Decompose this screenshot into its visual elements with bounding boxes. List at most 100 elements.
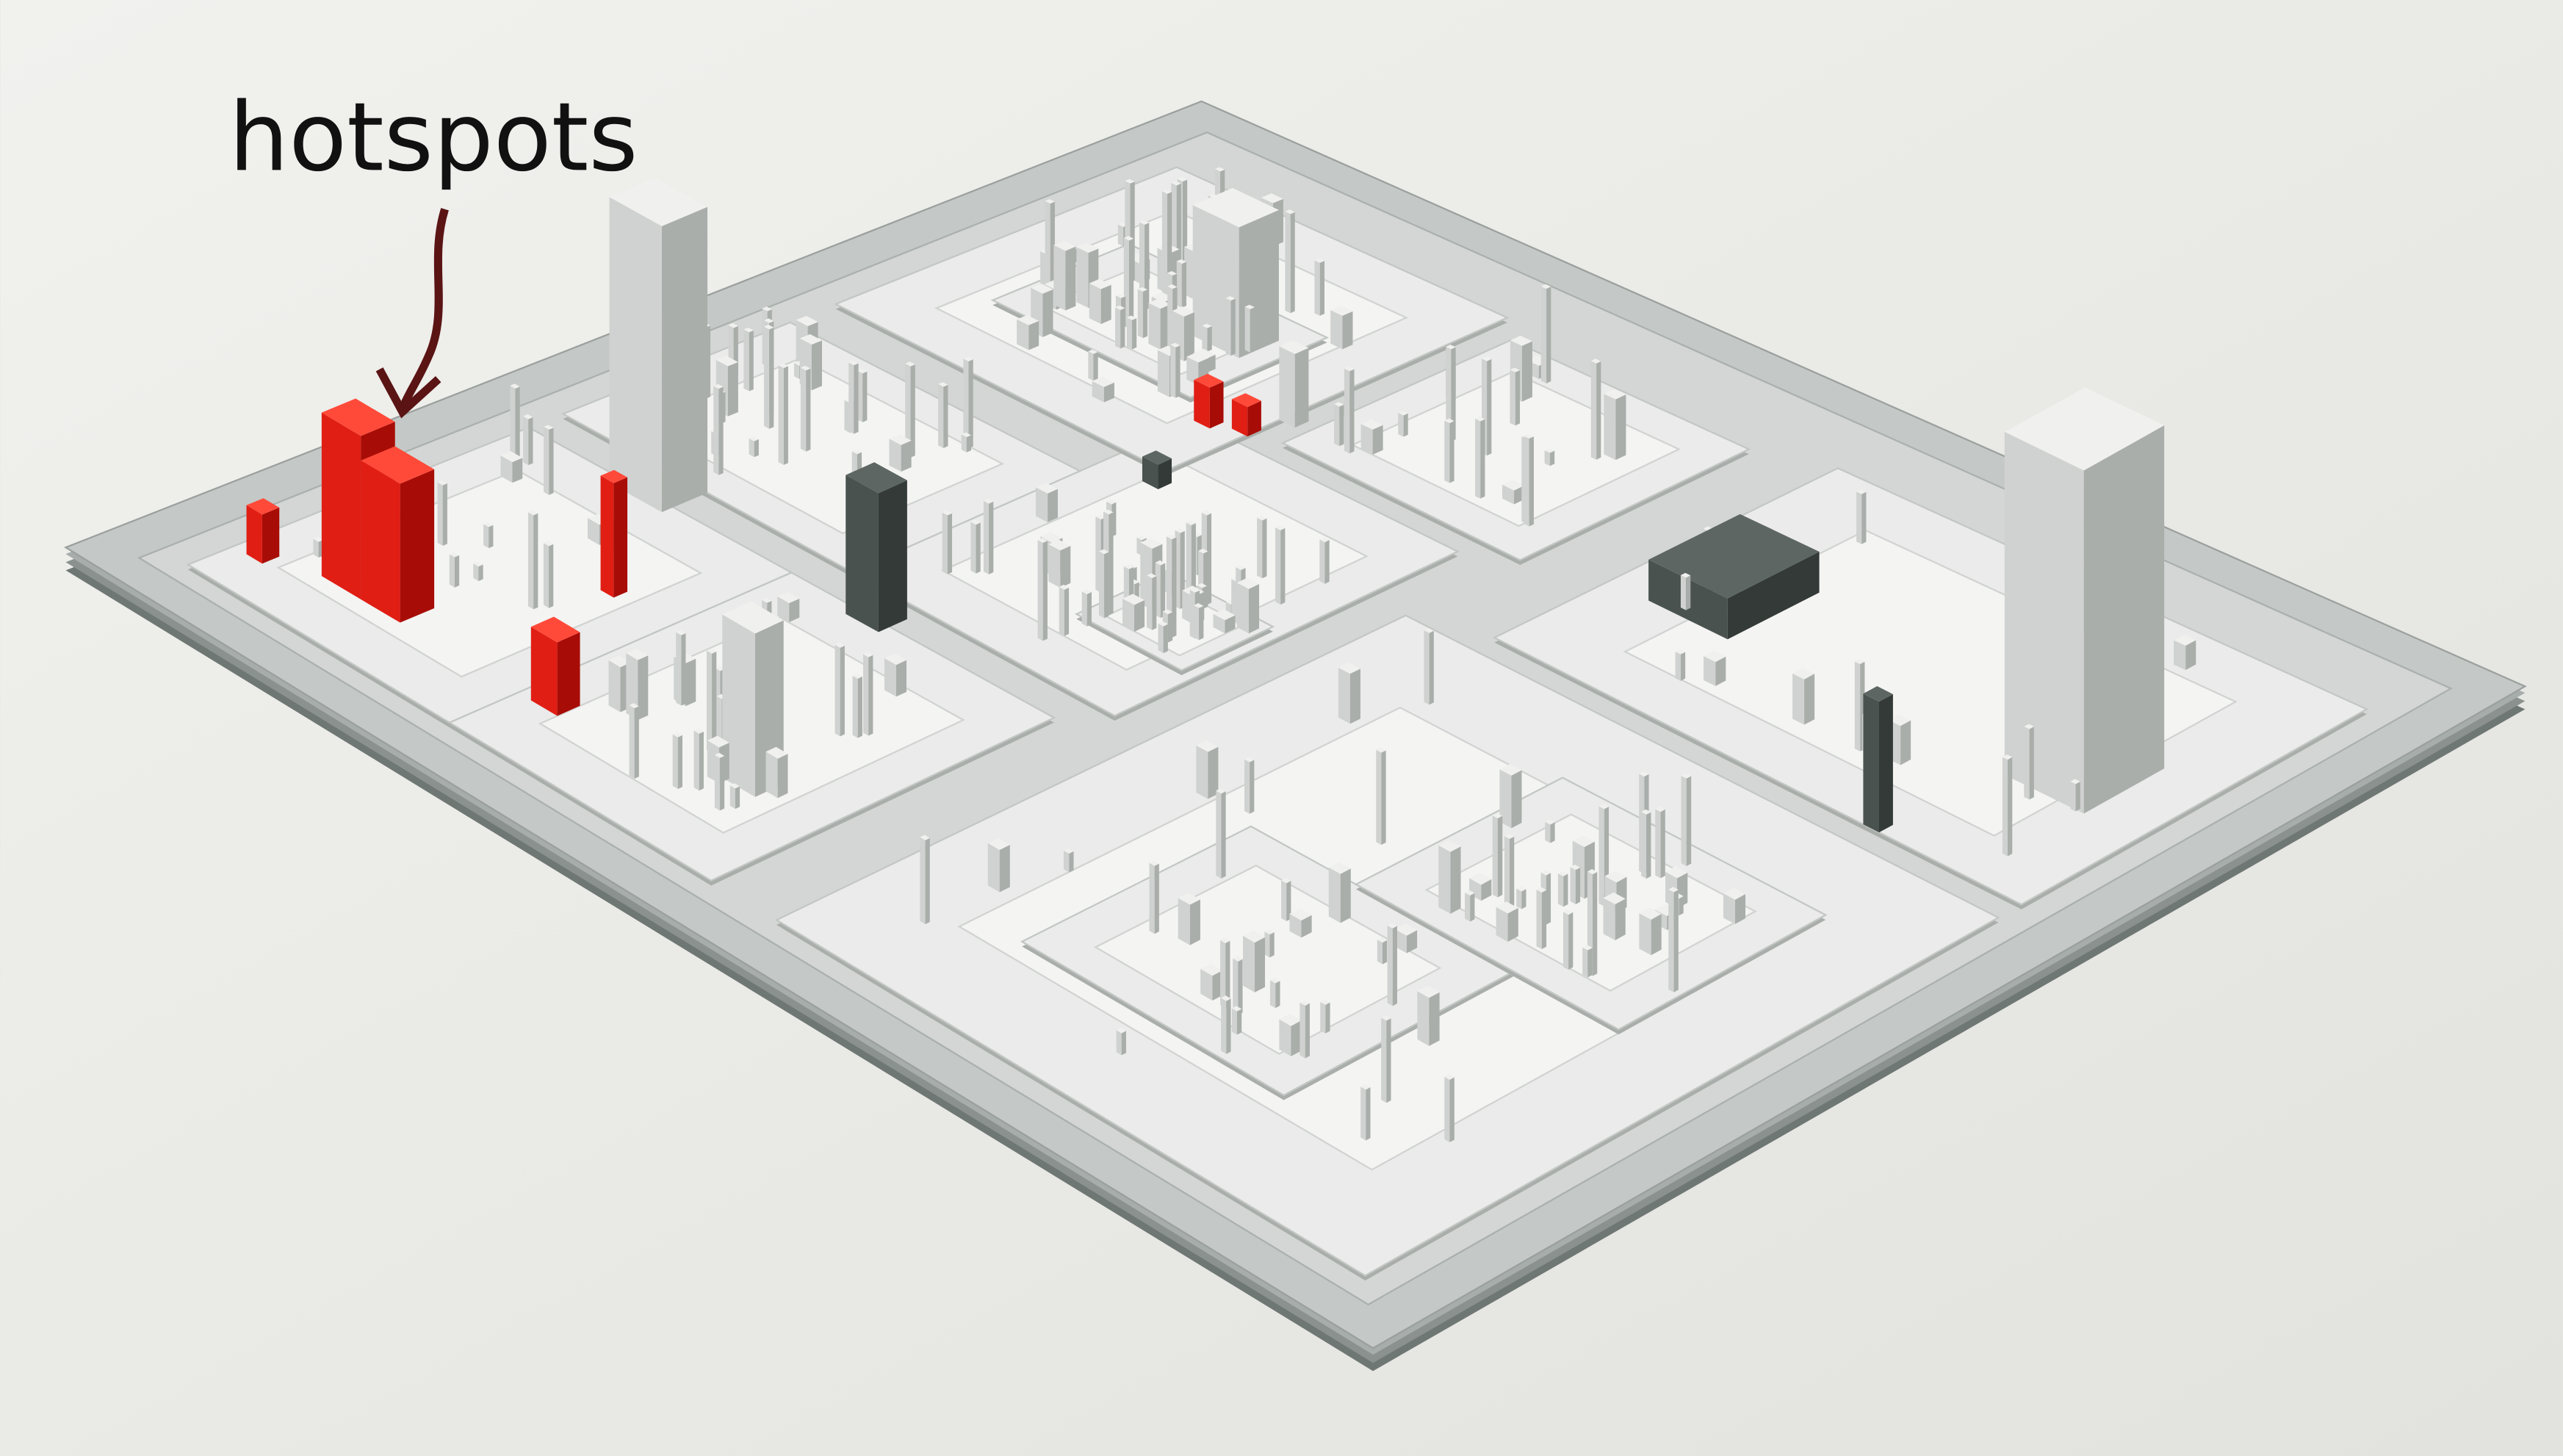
building-roof: [889, 434, 912, 445]
building-side: [1035, 487, 1048, 522]
building-side: [862, 371, 868, 422]
building-side: [727, 361, 738, 417]
building-side: [1249, 584, 1260, 634]
building-side: [764, 326, 770, 429]
building-roof: [983, 498, 994, 504]
building-side: [608, 660, 621, 713]
building-side: [1570, 867, 1576, 905]
building-roof: [1516, 886, 1526, 892]
building-side: [677, 735, 683, 789]
building-roof: [1059, 584, 1070, 590]
building-roof: [1603, 892, 1626, 905]
building-roof: [1381, 1014, 1391, 1021]
building-roof: [313, 536, 323, 542]
building-roof: [1146, 573, 1157, 579]
building-roof: [1570, 864, 1581, 871]
building-side: [1042, 289, 1053, 337]
building-roof: [1723, 887, 1746, 900]
building-side: [1470, 893, 1475, 922]
building-side: [1028, 320, 1039, 350]
building-roof: [1261, 193, 1283, 203]
building-side: [1451, 347, 1456, 442]
building-side: [1200, 968, 1213, 1001]
building-side: [1536, 889, 1542, 949]
building-side: [1704, 656, 1716, 686]
building-roof: [1149, 860, 1159, 866]
building-side: [262, 507, 280, 564]
building-roof: [1045, 199, 1055, 204]
building-side: [2002, 757, 2008, 857]
building-side: [500, 455, 513, 483]
building-roof: [1037, 538, 1048, 543]
building-roof: [1172, 306, 1194, 317]
building-side: [1216, 790, 1222, 879]
building-roof: [1360, 419, 1383, 430]
building-roof: [778, 363, 788, 368]
building-side: [1398, 412, 1404, 437]
building-side: [1487, 358, 1492, 456]
building-side: [1144, 223, 1150, 311]
building-roof: [1257, 515, 1267, 521]
building-side: [1449, 421, 1454, 483]
building-side: [1675, 652, 1681, 681]
building-side: [321, 412, 361, 599]
building-side: [609, 197, 662, 513]
building-side: [754, 439, 759, 458]
building-side: [1438, 845, 1451, 914]
building-side: [1099, 551, 1105, 619]
building-side: [1319, 261, 1325, 316]
building-side: [1176, 261, 1182, 308]
building-roof: [857, 368, 868, 374]
building-side: [1017, 319, 1029, 350]
building-side: [1387, 925, 1393, 1006]
building-side: [1429, 992, 1440, 1046]
building-side: [2083, 425, 2165, 814]
building-side: [1727, 551, 1820, 640]
building-side: [1861, 491, 1867, 544]
building-roof: [437, 480, 447, 486]
building-side: [1338, 667, 1350, 724]
building-side: [1444, 1076, 1450, 1142]
building-side: [718, 386, 724, 475]
building-roof: [246, 498, 280, 515]
building-roof: [1197, 583, 1207, 588]
building-roof: [749, 436, 759, 442]
building-roof: [1668, 887, 1679, 893]
building-side: [1063, 850, 1070, 873]
building-side: [706, 650, 713, 754]
building-side: [1900, 720, 1911, 765]
building-roof: [473, 561, 483, 567]
building-roof: [2004, 387, 2165, 471]
building-roof: [1289, 908, 1312, 921]
building-side: [1269, 932, 1275, 958]
building-side: [1715, 656, 1726, 686]
building-side: [1499, 769, 1512, 829]
building-roof: [851, 449, 862, 455]
building-side: [1142, 289, 1148, 339]
building-side: [1275, 981, 1280, 1009]
building-side: [735, 786, 740, 810]
building-side: [693, 730, 699, 791]
building-side: [793, 363, 800, 379]
building-roof: [1655, 806, 1665, 812]
building-side: [1680, 652, 1686, 681]
building-roof: [1092, 376, 1114, 387]
building-side: [806, 368, 811, 452]
building-side: [1059, 586, 1064, 636]
building-side: [800, 367, 807, 452]
building-roof: [713, 383, 724, 389]
building-roof: [1216, 788, 1226, 794]
building-side: [1568, 912, 1574, 970]
building-roof: [1095, 514, 1106, 520]
building-roof: [1792, 668, 1815, 680]
building-side: [1109, 512, 1114, 616]
building-side: [1255, 937, 1266, 992]
building-side: [672, 734, 678, 789]
building-roof: [1510, 367, 1521, 372]
building-side: [1511, 770, 1522, 829]
building-side: [600, 475, 614, 598]
building-side: [1183, 311, 1194, 361]
building-side: [901, 440, 912, 472]
building-roof: [449, 552, 460, 558]
building-roof: [1186, 352, 1209, 363]
